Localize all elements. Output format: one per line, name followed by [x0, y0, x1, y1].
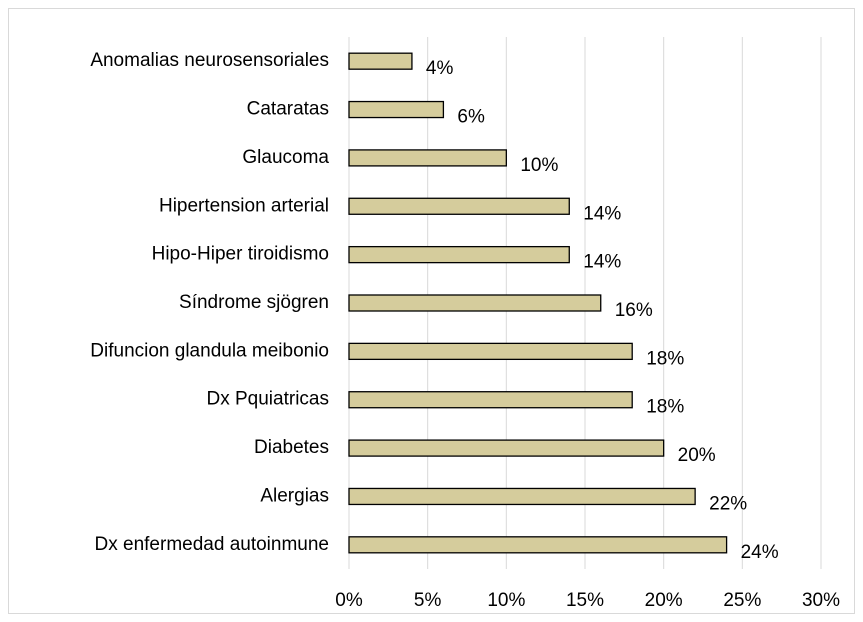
y-tick-label: Síndrome sjögren	[179, 292, 329, 313]
x-tick-label: 25%	[723, 590, 761, 611]
bar	[348, 245, 570, 264]
bar	[348, 100, 445, 119]
x-tick-label: 30%	[802, 590, 840, 611]
data-label: 16%	[615, 300, 653, 321]
y-tick-label: Dx Pquiatricas	[207, 389, 330, 410]
data-label: 18%	[646, 397, 684, 418]
y-tick-label: Alergias	[260, 485, 329, 506]
data-label: 18%	[646, 348, 684, 369]
y-tick-label: Dx enfermedad autoinmune	[95, 534, 329, 555]
x-tick-label: 0%	[335, 590, 363, 611]
x-tick-label: 5%	[414, 590, 442, 611]
y-tick-label: Glaucoma	[242, 147, 329, 168]
y-tick-label: Cataratas	[247, 99, 329, 120]
data-label: 14%	[583, 252, 621, 273]
data-label: 20%	[678, 445, 716, 466]
bar	[348, 52, 413, 70]
y-tick-label: Diabetes	[254, 437, 329, 458]
bar	[348, 487, 696, 506]
x-tick-label: 10%	[487, 590, 525, 611]
y-tick-label: Anomalias neurosensoriales	[90, 50, 329, 71]
data-label: 14%	[583, 203, 621, 224]
bar	[348, 294, 602, 312]
data-label: 22%	[709, 493, 747, 514]
data-label: 6%	[457, 107, 485, 128]
y-tick-label: Hipertension arterial	[159, 195, 329, 216]
x-tick-label: 15%	[566, 590, 604, 611]
data-label: 4%	[426, 58, 454, 79]
bar	[348, 391, 633, 409]
data-label: 24%	[741, 542, 779, 563]
bar	[348, 197, 570, 215]
data-label: 10%	[520, 155, 558, 176]
bar	[348, 536, 728, 554]
x-tick-label: 20%	[645, 590, 683, 611]
bar	[348, 439, 665, 457]
bar	[348, 342, 633, 361]
y-tick-label: Difuncion glandula meibonio	[90, 340, 329, 361]
y-tick-label: Hipo-Hiper tiroidismo	[152, 244, 329, 265]
bar	[348, 149, 507, 167]
